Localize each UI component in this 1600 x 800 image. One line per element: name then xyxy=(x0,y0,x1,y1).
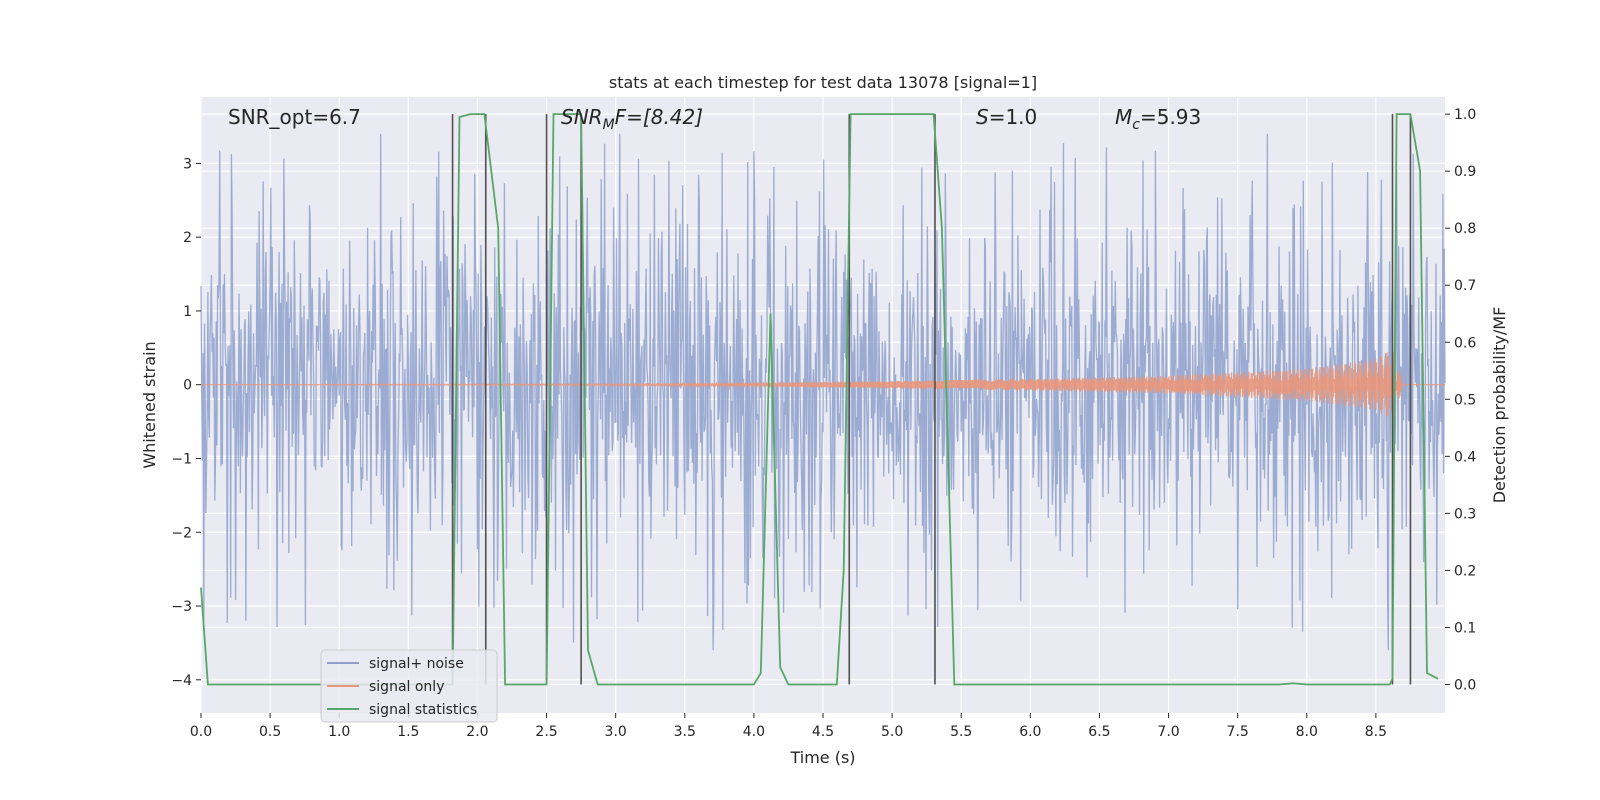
x-tick-label: 8.0 xyxy=(1296,724,1318,740)
signal-only-line xyxy=(201,351,1445,419)
series-signal-statistics xyxy=(200,113,1439,686)
y-tick-label-right: 0.2 xyxy=(1454,563,1476,579)
legend-label-signal-only: signal only xyxy=(369,679,444,695)
annotation-mc-main: M xyxy=(1115,105,1132,129)
legend-label-signal-statistics: signal statistics xyxy=(369,702,477,718)
series-signal-only xyxy=(201,351,1445,419)
y-tick-label-left: 3 xyxy=(183,156,192,172)
annotation-s-main: S xyxy=(976,105,989,129)
y-tick-label-left: 0 xyxy=(183,378,192,394)
y-tick-label-left: −1 xyxy=(171,451,192,467)
annotation-snr-mf-main: SNR xyxy=(561,105,603,129)
annotation-snr-opt: SNR_opt=6.7 xyxy=(228,105,361,129)
signal-noise-line xyxy=(200,133,1446,651)
y-tick-label-left: −4 xyxy=(171,673,192,689)
x-tick-label: 8.5 xyxy=(1365,724,1387,740)
y-tick-label-left: 2 xyxy=(183,230,192,246)
y-tick-label-left: −3 xyxy=(171,599,192,615)
x-tick-label: 6.0 xyxy=(1019,724,1041,740)
y-axis-label-right: Detection probability/MF xyxy=(1490,307,1509,504)
x-axis-label: Time (s) xyxy=(789,748,855,767)
y-tick-label-right: 0.6 xyxy=(1454,335,1476,351)
y-tick-label-right: 0.8 xyxy=(1454,221,1476,237)
series-signal-noise xyxy=(200,133,1446,651)
x-tick-label: 3.0 xyxy=(605,724,627,740)
legend: signal+ noise signal only signal statist… xyxy=(320,649,498,723)
vertical-markers xyxy=(451,114,1412,685)
x-tick-label: 0.0 xyxy=(190,724,212,740)
y-tick-label-right: 0.1 xyxy=(1454,620,1476,636)
y-tick-label-right: 0.0 xyxy=(1454,677,1476,693)
y-tick-label-right: 0.3 xyxy=(1454,506,1476,522)
x-tick-label: 4.5 xyxy=(812,724,834,740)
y-tick-label-right: 1.0 xyxy=(1454,107,1476,123)
chart-title: stats at each timestep for test data 130… xyxy=(609,73,1037,92)
y-tick-label-left: −2 xyxy=(171,525,192,541)
annotation-mc-sub: c xyxy=(1132,117,1140,133)
x-tick-label: 0.5 xyxy=(259,724,281,740)
x-tick-label: 3.5 xyxy=(674,724,696,740)
signal-statistics-line xyxy=(200,113,1439,686)
y-tick-label-right: 0.5 xyxy=(1454,392,1476,408)
x-tick-label: 2.5 xyxy=(535,724,557,740)
annotation-snr-mf-tail: F=[8.42] xyxy=(615,105,703,129)
annotation-mc: Mc=5.93 xyxy=(1115,105,1201,133)
y-tick-label-left: 1 xyxy=(183,304,192,320)
annotation-s-tail: =1.0 xyxy=(989,105,1038,129)
annotation-snr-mf-sub: M xyxy=(603,117,615,133)
x-tick-label: 4.0 xyxy=(743,724,765,740)
y-tick-label-right: 0.9 xyxy=(1454,164,1476,180)
y-tick-label-right: 0.4 xyxy=(1454,449,1476,465)
x-tick-label: 5.0 xyxy=(881,724,903,740)
x-tick-label: 6.5 xyxy=(1088,724,1110,740)
annotation-mc-tail: =5.93 xyxy=(1140,105,1201,129)
x-tick-label: 7.5 xyxy=(1227,724,1249,740)
axis-ticks: 0.0 0.5 1.0 1.5 2.0 2.5 3.0 3.5 4.0 4.5 5.0 5.5 6.0 6… xyxy=(171,107,1476,740)
x-tick-label: 1.0 xyxy=(328,724,350,740)
y-tick-label-right: 0.7 xyxy=(1454,278,1476,294)
annotation-s: S=1.0 xyxy=(976,105,1037,129)
x-tick-label: 2.0 xyxy=(466,724,488,740)
x-tick-label: 5.5 xyxy=(950,724,972,740)
annotation-snr-mf: SNRMF=[8.42] xyxy=(561,105,703,133)
x-tick-label: 7.0 xyxy=(1157,724,1179,740)
legend-box xyxy=(320,649,498,723)
legend-label-signal-noise: signal+ noise xyxy=(369,656,464,672)
x-tick-label: 1.5 xyxy=(397,724,419,740)
y-axis-label-left: Whitened strain xyxy=(140,341,159,468)
